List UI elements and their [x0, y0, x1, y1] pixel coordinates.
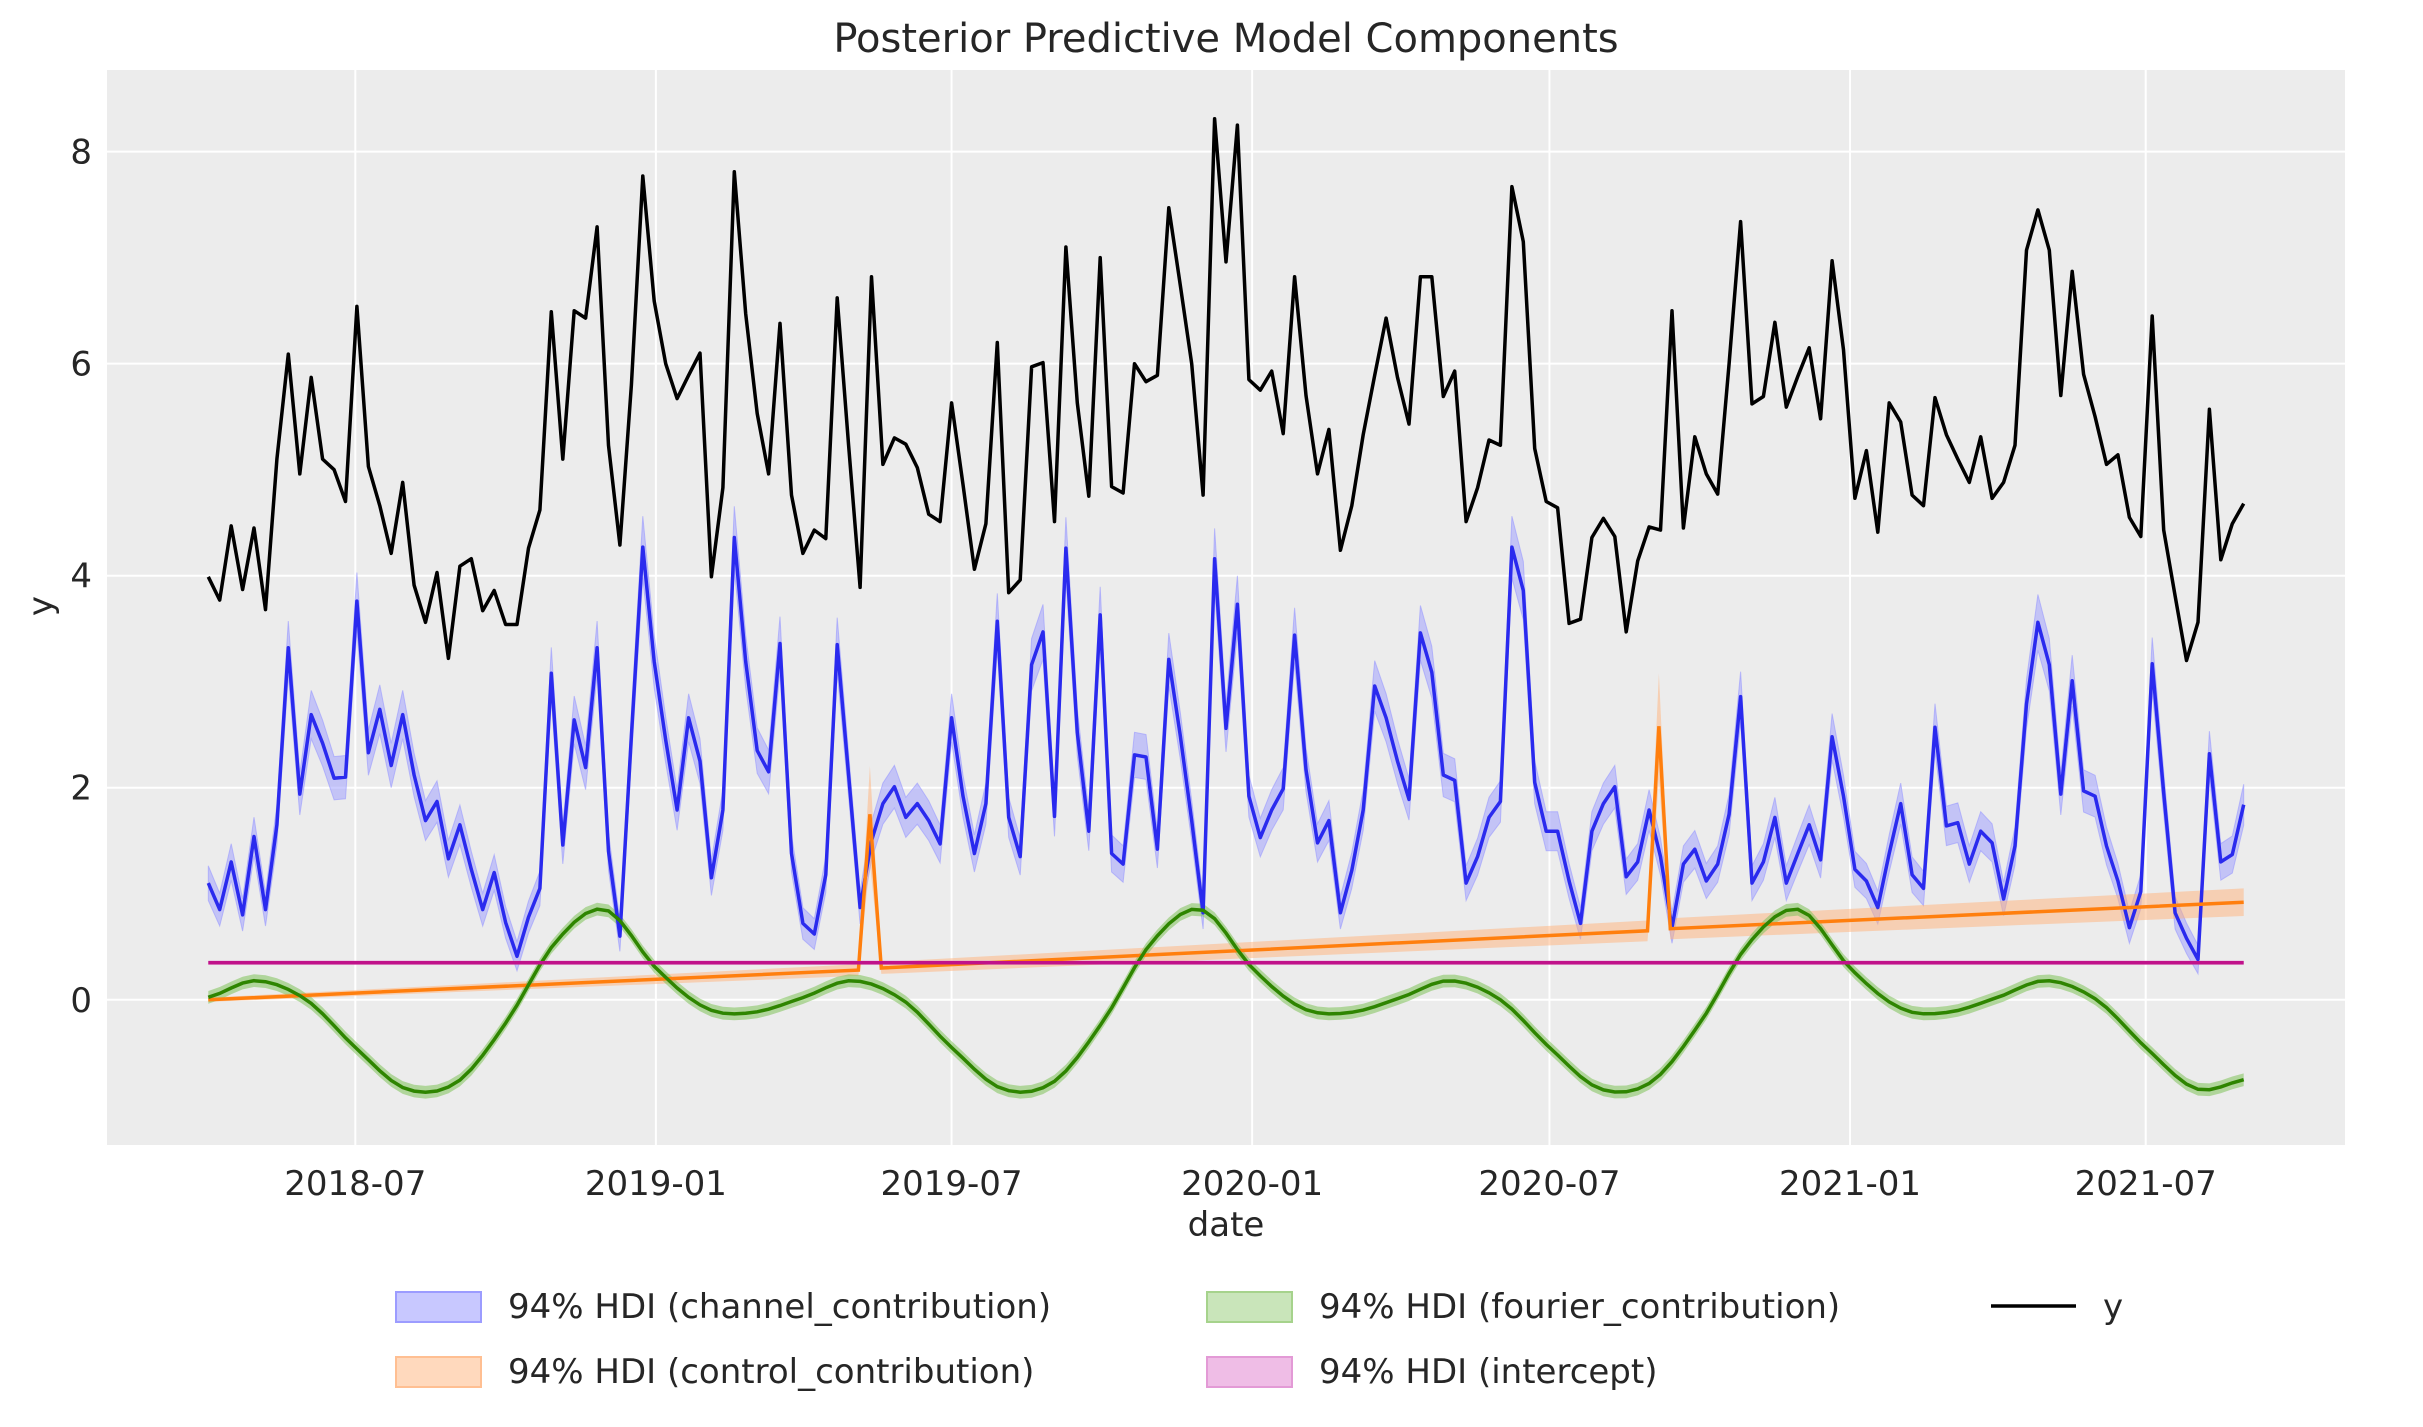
- legend-label: y: [2103, 1287, 2123, 1327]
- x-tick-label: 2018-07: [284, 1164, 426, 1204]
- x-tick-label: 2020-01: [1181, 1164, 1323, 1204]
- channel-contribution-line: [206, 535, 2246, 962]
- legend-label: 94% HDI (fourier_contribution): [1319, 1287, 1840, 1327]
- control-contribution-hdi-band: [208, 673, 2244, 1002]
- y-tick-label: 4: [70, 557, 92, 597]
- legend-item: y: [1991, 1287, 2123, 1327]
- y-tick-label: 6: [70, 345, 92, 385]
- legend-swatch: [1206, 1356, 1293, 1388]
- legend-item: 94% HDI (intercept): [1206, 1352, 1658, 1392]
- legend-item: 94% HDI (fourier_contribution): [1206, 1287, 1840, 1327]
- fourier-contribution-line: [207, 907, 2245, 1095]
- x-tick-label: 2019-01: [585, 1164, 727, 1204]
- legend-label: 94% HDI (intercept): [1319, 1352, 1658, 1392]
- legend-swatch: [395, 1356, 482, 1388]
- y-tick-label: 8: [70, 133, 92, 173]
- x-tick-label: 2021-01: [1779, 1164, 1921, 1204]
- x-tick-label: 2019-07: [881, 1164, 1023, 1204]
- series-lines: [206, 117, 2246, 1095]
- legend-label: 94% HDI (control_contribution): [508, 1352, 1034, 1392]
- legend: 94% HDI (channel_contribution) 94% HDI (c…: [395, 1287, 2123, 1392]
- tick-labels: 2018-07 2019-01 2019-07 2020-01 2020-07 2021-…: [70, 133, 2216, 1204]
- legend-item: 94% HDI (channel_contribution): [395, 1287, 1051, 1327]
- y-observed-line: [206, 117, 2246, 663]
- legend-swatch: [395, 1291, 482, 1323]
- control-contribution-line: [208, 726, 2244, 1002]
- legend-label: 94% HDI (channel_contribution): [508, 1287, 1051, 1327]
- y-tick-label: 2: [70, 769, 92, 809]
- x-axis-label: date: [1188, 1205, 1265, 1245]
- chart-title: Posterior Predictive Model Components: [833, 16, 1618, 62]
- y-axis-label: y: [21, 596, 61, 616]
- legend-item: 94% HDI (control_contribution): [395, 1352, 1034, 1392]
- grid-lines: [107, 70, 2345, 1145]
- y-tick-label: 0: [70, 981, 92, 1021]
- x-tick-label: 2020-07: [1478, 1164, 1620, 1204]
- channel-contribution-hdi-band: [207, 506, 2245, 976]
- legend-swatch: [1206, 1291, 1293, 1323]
- x-tick-label: 2021-07: [2075, 1164, 2217, 1204]
